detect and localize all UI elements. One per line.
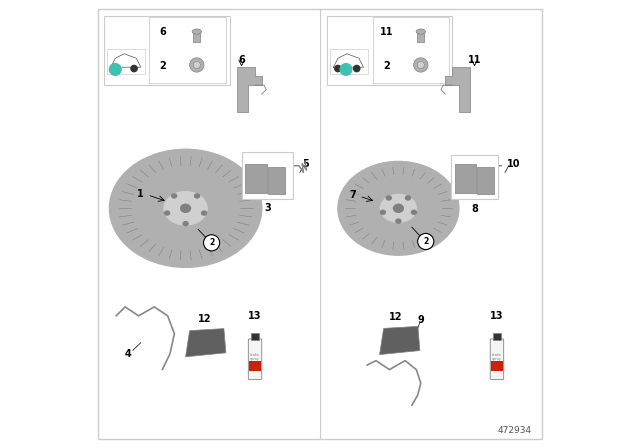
Ellipse shape [183, 222, 188, 226]
Ellipse shape [412, 210, 417, 214]
Text: brake
spray: brake spray [250, 353, 260, 362]
Ellipse shape [164, 211, 170, 215]
Text: 12: 12 [198, 314, 212, 324]
Text: brake
spray: brake spray [492, 353, 502, 362]
Circle shape [353, 65, 360, 72]
Polygon shape [380, 326, 420, 355]
Text: 10: 10 [508, 159, 521, 168]
Ellipse shape [394, 204, 403, 212]
Ellipse shape [380, 194, 417, 222]
Ellipse shape [380, 210, 385, 214]
Ellipse shape [158, 187, 213, 230]
Circle shape [189, 58, 204, 72]
Ellipse shape [195, 194, 200, 198]
Text: 13: 13 [490, 311, 504, 321]
Text: 6: 6 [159, 27, 166, 37]
Text: 7: 7 [350, 190, 356, 200]
Text: 3: 3 [264, 203, 271, 213]
FancyBboxPatch shape [249, 362, 261, 371]
Circle shape [109, 64, 121, 75]
Circle shape [413, 58, 428, 72]
Ellipse shape [387, 196, 391, 200]
FancyBboxPatch shape [451, 155, 499, 199]
FancyBboxPatch shape [455, 164, 476, 193]
FancyBboxPatch shape [330, 49, 368, 74]
Ellipse shape [180, 204, 191, 212]
FancyBboxPatch shape [326, 16, 452, 85]
Text: 11: 11 [468, 56, 481, 65]
Circle shape [340, 64, 352, 75]
Text: 6: 6 [238, 56, 245, 65]
Ellipse shape [406, 196, 410, 200]
FancyBboxPatch shape [417, 31, 424, 42]
FancyBboxPatch shape [98, 9, 541, 439]
Text: 8: 8 [471, 204, 478, 214]
Text: 11: 11 [380, 27, 393, 37]
Ellipse shape [338, 161, 459, 255]
FancyBboxPatch shape [241, 152, 293, 199]
Circle shape [112, 65, 118, 72]
Circle shape [418, 233, 434, 250]
FancyBboxPatch shape [104, 16, 230, 85]
Ellipse shape [172, 194, 177, 198]
FancyBboxPatch shape [268, 167, 285, 194]
FancyBboxPatch shape [490, 339, 504, 379]
Text: 2: 2 [383, 61, 390, 71]
Circle shape [204, 235, 220, 251]
Circle shape [193, 61, 200, 69]
FancyBboxPatch shape [251, 333, 259, 340]
FancyBboxPatch shape [477, 167, 494, 194]
Polygon shape [186, 329, 226, 357]
Text: 12: 12 [388, 312, 402, 322]
Ellipse shape [192, 29, 202, 34]
Polygon shape [445, 67, 470, 112]
FancyBboxPatch shape [491, 362, 503, 371]
Circle shape [417, 61, 424, 69]
Text: 2: 2 [209, 238, 214, 247]
Text: 13: 13 [248, 311, 262, 321]
Text: 5: 5 [302, 159, 309, 168]
Text: 2: 2 [159, 61, 166, 71]
Ellipse shape [375, 190, 422, 226]
Ellipse shape [416, 29, 426, 34]
Text: 9: 9 [417, 315, 424, 325]
Ellipse shape [202, 211, 207, 215]
Ellipse shape [109, 149, 262, 267]
Text: 1: 1 [138, 189, 144, 198]
FancyBboxPatch shape [248, 339, 262, 379]
Circle shape [131, 65, 137, 72]
Text: 472934: 472934 [498, 426, 532, 435]
Text: 4: 4 [125, 349, 132, 359]
FancyBboxPatch shape [245, 164, 267, 193]
Ellipse shape [164, 192, 207, 225]
FancyBboxPatch shape [107, 49, 145, 74]
Ellipse shape [396, 219, 401, 223]
Text: 2: 2 [423, 237, 428, 246]
FancyBboxPatch shape [193, 31, 200, 42]
Polygon shape [237, 67, 262, 112]
Circle shape [335, 65, 341, 72]
FancyBboxPatch shape [493, 333, 501, 340]
